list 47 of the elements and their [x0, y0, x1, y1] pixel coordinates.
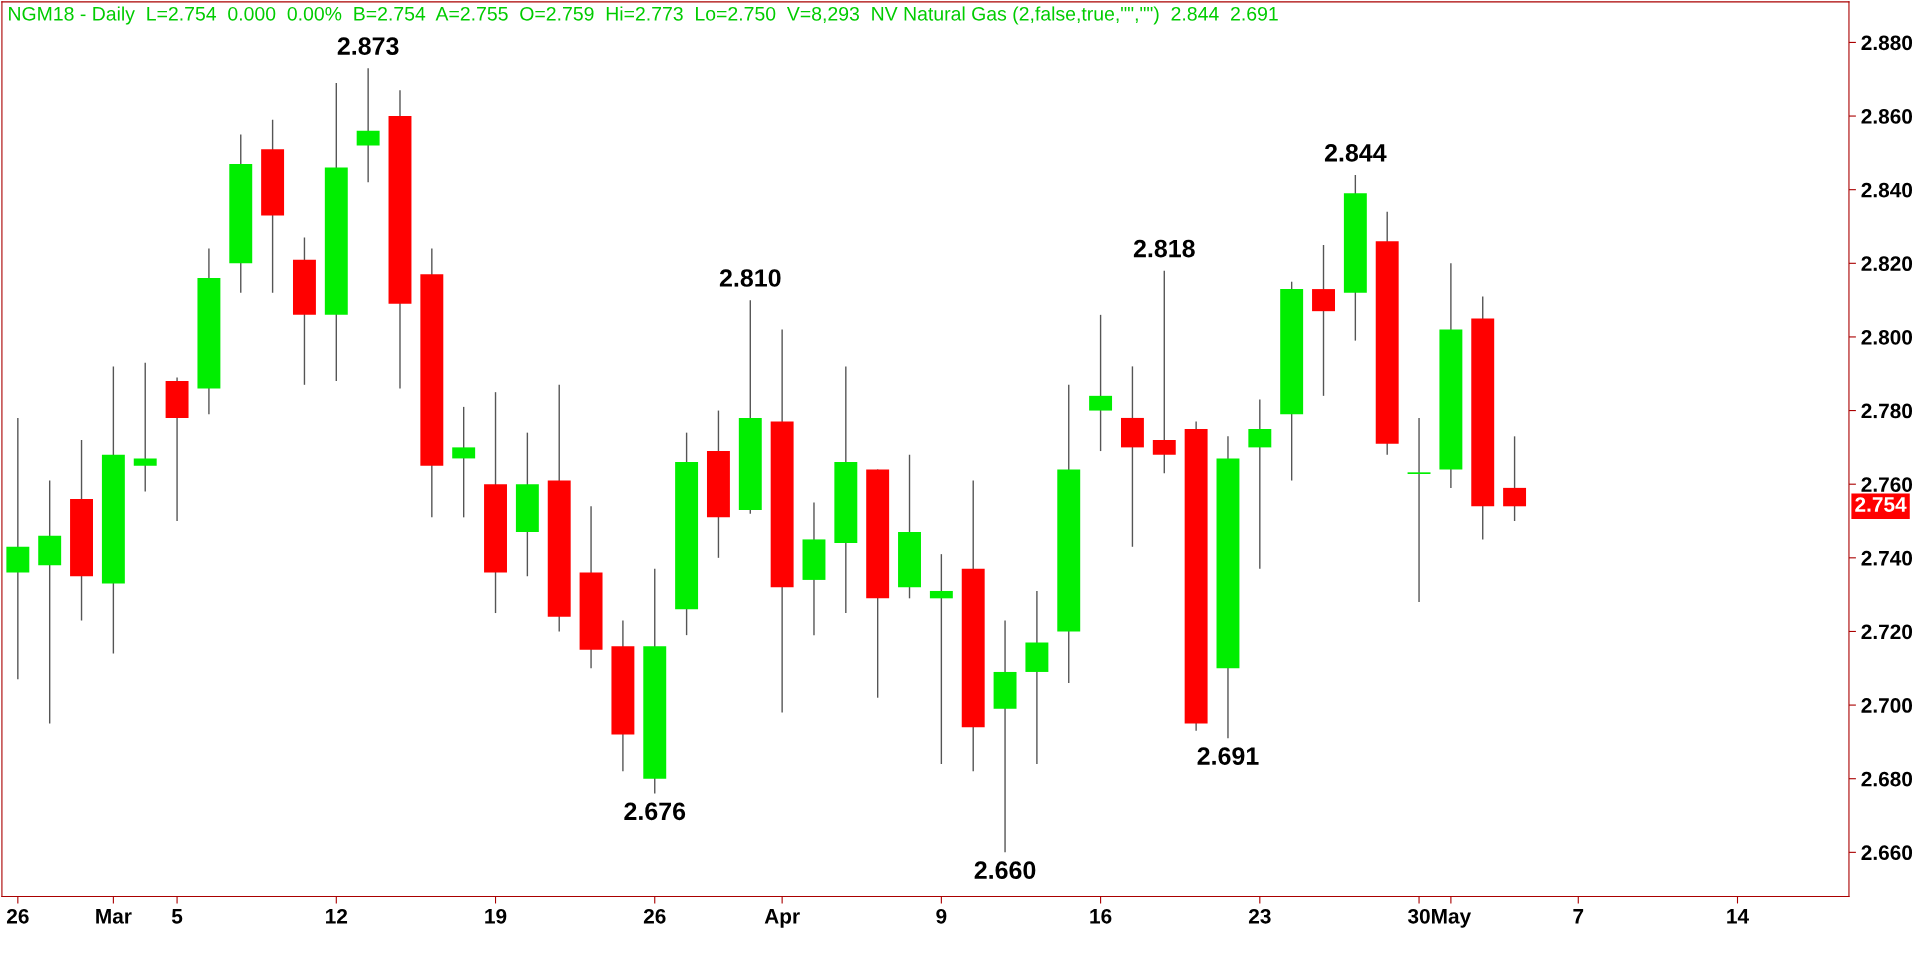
x-tick-label: Mar: [96, 909, 132, 924]
candlestick: [133, 362, 157, 493]
x-tick-label: 30: [1407, 908, 1430, 924]
y-tick-label: 2.840: [1861, 182, 1913, 198]
y-tick-label: 2.740: [1861, 550, 1913, 566]
x-tick-label: May: [1432, 909, 1472, 928]
x-tick-label: 26: [6, 908, 29, 924]
y-tick-label: 2.880: [1861, 35, 1913, 51]
candlestick: [452, 406, 476, 519]
candlestick: [1152, 269, 1176, 474]
x-tick-label: Apr: [764, 909, 800, 928]
annotation: 2.676: [624, 802, 686, 821]
annotation: 2.660: [974, 861, 1036, 880]
y-tick-label: 2.780: [1861, 403, 1913, 419]
x-tick-label: 12: [326, 908, 348, 924]
y-tick-label: 2.760: [1861, 477, 1913, 492]
x-tick-label: 16: [1090, 908, 1112, 924]
candlestick: [1089, 314, 1113, 452]
y-tick-label: 2.720: [1861, 624, 1913, 640]
x-tick-label: 26: [643, 908, 666, 924]
candlestick: [1248, 398, 1272, 570]
x-tick-label: 5: [171, 909, 183, 924]
annotation: 2.818: [1133, 239, 1195, 258]
x-tick-label: 9: [936, 908, 947, 924]
candlestick: [1406, 417, 1432, 603]
y-tick-label: 2.660: [1861, 845, 1913, 861]
annotation: 2.691: [1197, 747, 1259, 765]
x-tick-label: 14: [1727, 909, 1749, 924]
y-tick-label: 2.860: [1861, 109, 1913, 124]
candlestick: [1312, 244, 1335, 397]
candlestick: [356, 67, 380, 184]
y-tick-label: 2.680: [1861, 771, 1913, 787]
x-tick-label: 19: [485, 908, 507, 924]
y-tick-label: 2.820: [1861, 256, 1913, 272]
candlestick: [6, 417, 30, 681]
candlestick: [929, 553, 953, 765]
annotation: 2.844: [1324, 143, 1387, 162]
x-tick-label: 7: [1573, 909, 1584, 924]
y-tick-label: 2.800: [1861, 329, 1913, 345]
candlestick: [38, 479, 62, 725]
annotation: 2.873: [337, 37, 399, 55]
text: 2.754: [1855, 497, 1907, 512]
candlestick: [1503, 435, 1527, 522]
chart-title: NGM18 - Daily L=2.754 0.000 0.00% B=2.754 A=2.755 O=2.759 Hi=2.773 Lo=2.750 V=8,293 NV Natural Gas (2,false,true,"","") 2.844 2.691: [9, 6, 1278, 25]
y-tick-label: 2.700: [1861, 698, 1913, 713]
x-tick-label: 23: [1248, 908, 1271, 924]
annotation: 2.810: [719, 269, 781, 287]
